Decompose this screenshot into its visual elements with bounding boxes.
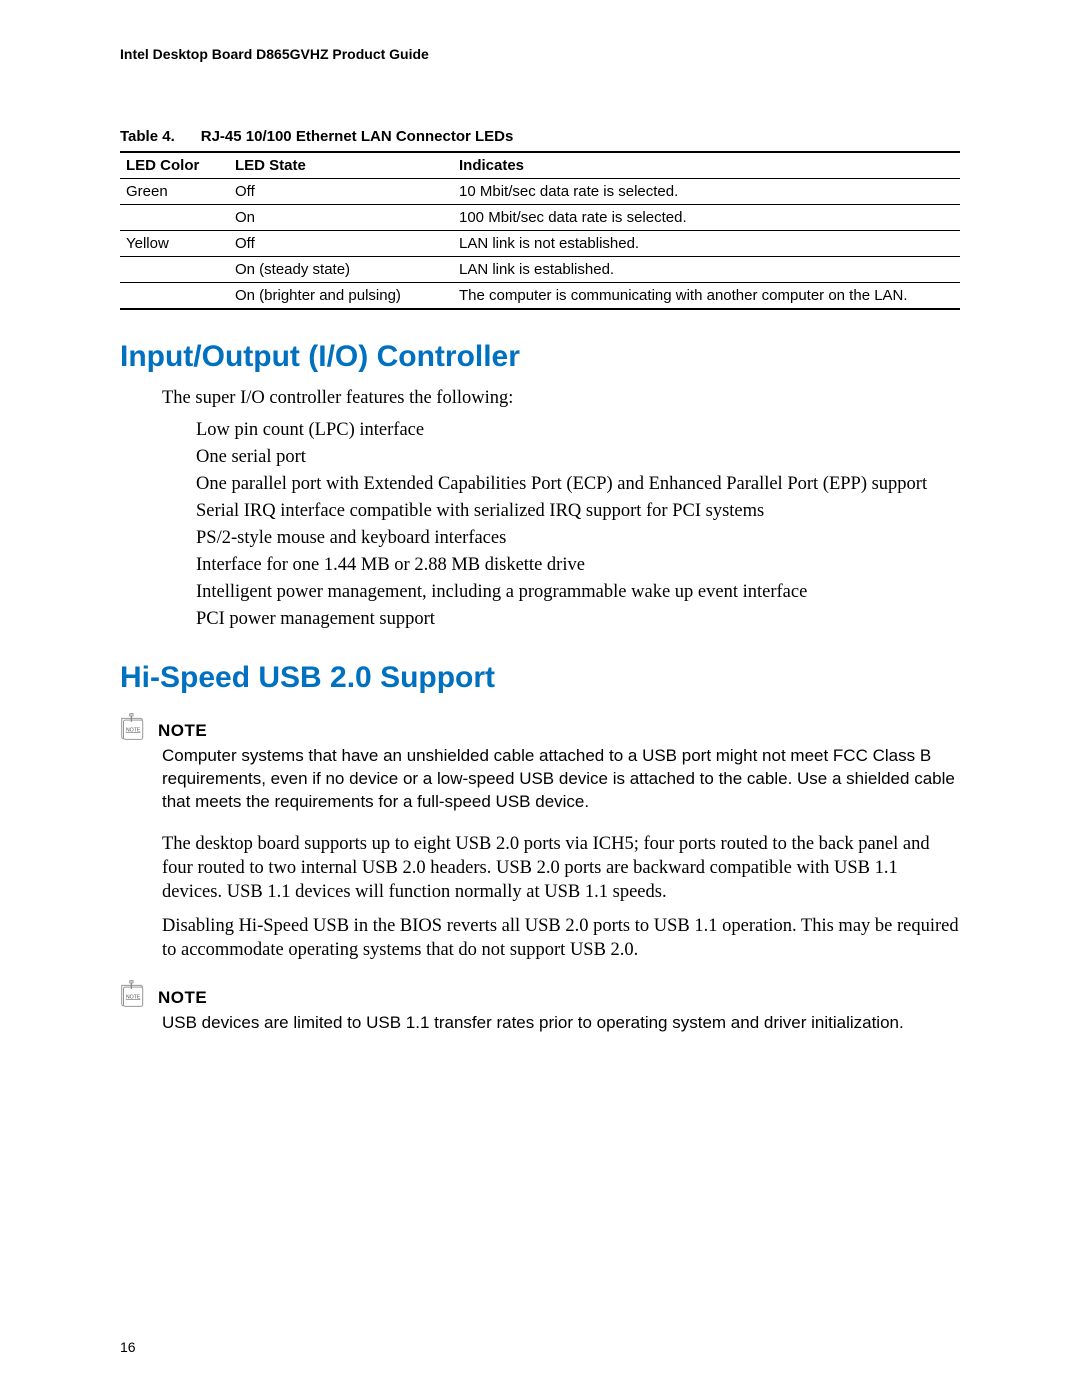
document-header: Intel Desktop Board D865GVHZ Product Gui… xyxy=(120,46,960,62)
list-item: One parallel port with Extended Capabili… xyxy=(196,472,960,496)
list-item: Intelligent power management, including … xyxy=(196,580,960,604)
cell: Yellow xyxy=(120,231,229,257)
note-icon: NOTE xyxy=(120,713,148,741)
list-item: Serial IRQ interface compatible with ser… xyxy=(196,499,960,523)
cell: On (steady state) xyxy=(229,257,453,283)
note-block: NOTE NOTE Computer systems that have an … xyxy=(120,713,960,814)
table-number: Table 4. xyxy=(120,128,175,145)
cell: On (brighter and pulsing) xyxy=(229,283,453,310)
cell xyxy=(120,257,229,283)
note-label: NOTE xyxy=(158,721,207,741)
note-block: NOTE NOTE USB devices are limited to USB… xyxy=(120,980,960,1035)
io-intro: The super I/O controller features the fo… xyxy=(162,386,960,410)
svg-text:NOTE: NOTE xyxy=(126,995,141,1001)
svg-text:NOTE: NOTE xyxy=(126,728,141,734)
table-title: RJ-45 10/100 Ethernet LAN Connector LEDs xyxy=(201,128,514,145)
led-table: LED Color LED State Indicates Green Off … xyxy=(120,151,960,310)
usb-paragraph: Disabling Hi-Speed USB in the BIOS rever… xyxy=(162,914,960,962)
io-feature-list: Low pin count (LPC) interface One serial… xyxy=(120,418,960,631)
note-body: Computer systems that have an unshielded… xyxy=(162,745,960,814)
cell: LAN link is established. xyxy=(453,257,960,283)
cell: 10 Mbit/sec data rate is selected. xyxy=(453,179,960,205)
note-icon: NOTE xyxy=(120,980,148,1008)
cell: Off xyxy=(229,179,453,205)
table-caption: Table 4. RJ-45 10/100 Ethernet LAN Conne… xyxy=(120,128,960,145)
table-row: On 100 Mbit/sec data rate is selected. xyxy=(120,205,960,231)
list-item: Low pin count (LPC) interface xyxy=(196,418,960,442)
col-header-led-color: LED Color xyxy=(120,152,229,179)
cell: Off xyxy=(229,231,453,257)
cell: LAN link is not established. xyxy=(453,231,960,257)
page-number: 16 xyxy=(120,1339,136,1355)
note-body: USB devices are limited to USB 1.1 trans… xyxy=(162,1012,960,1035)
section-heading-usb: Hi-Speed USB 2.0 Support xyxy=(120,661,960,695)
list-item: Interface for one 1.44 MB or 2.88 MB dis… xyxy=(196,553,960,577)
list-item: PS/2-style mouse and keyboard interfaces xyxy=(196,526,960,550)
table-row: Green Off 10 Mbit/sec data rate is selec… xyxy=(120,179,960,205)
col-header-led-state: LED State xyxy=(229,152,453,179)
cell: On xyxy=(229,205,453,231)
section-heading-io: Input/Output (I/O) Controller xyxy=(120,340,960,374)
cell: Green xyxy=(120,179,229,205)
table-row: On (brighter and pulsing) The computer i… xyxy=(120,283,960,310)
list-item: One serial port xyxy=(196,445,960,469)
table-row: On (steady state) LAN link is establishe… xyxy=(120,257,960,283)
usb-paragraph: The desktop board supports up to eight U… xyxy=(162,832,960,904)
col-header-indicates: Indicates xyxy=(453,152,960,179)
cell xyxy=(120,283,229,310)
note-label: NOTE xyxy=(158,988,207,1008)
cell: The computer is communicating with anoth… xyxy=(453,283,960,310)
cell xyxy=(120,205,229,231)
list-item: PCI power management support xyxy=(196,607,960,631)
cell: 100 Mbit/sec data rate is selected. xyxy=(453,205,960,231)
table-row: Yellow Off LAN link is not established. xyxy=(120,231,960,257)
